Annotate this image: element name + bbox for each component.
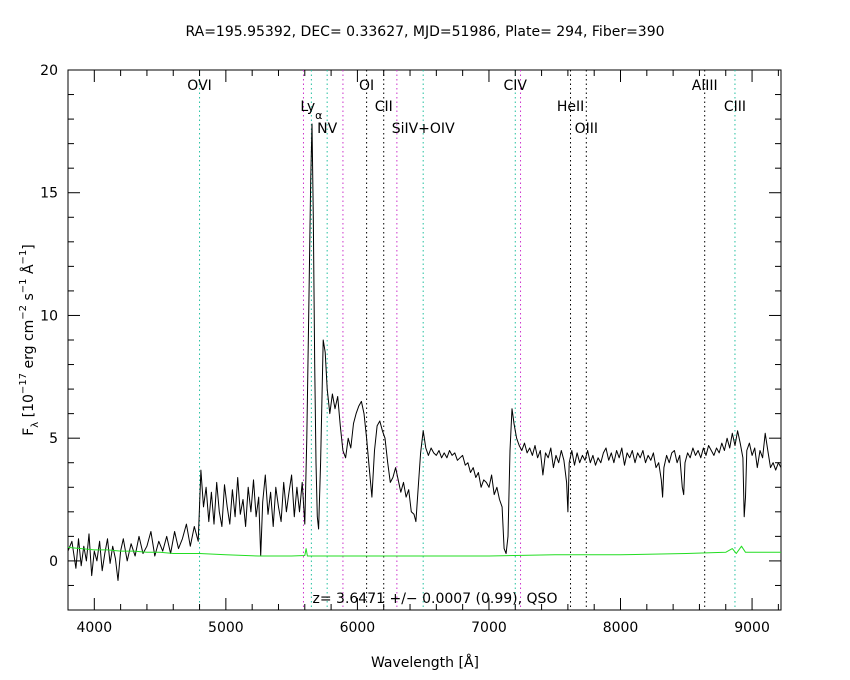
y-label-exp1b: −1 [18, 250, 29, 265]
x-tick-label-0: 4000 [76, 620, 112, 636]
plot-area: 4000 5000 6000 7000 8000 9000 0 5 10 15 20 OVI LyαN… [40, 63, 782, 636]
feature-label-ciii: CIII [724, 99, 746, 115]
redshift-annotation: z= 3.6471 +/− 0.0007 (0.99), QSO [313, 591, 558, 607]
x-tick-label-1: 5000 [208, 620, 244, 636]
y-tick-label-2: 10 [40, 308, 58, 324]
feature-label-oi: OI [359, 78, 374, 94]
feature-label-nv: NV [317, 121, 337, 137]
x-tick-label-4: 8000 [603, 620, 639, 636]
x-tick-label-3: 7000 [471, 620, 507, 636]
series-line-1 [67, 545, 781, 557]
y-label-exp1a: −1 [18, 278, 29, 293]
y-label-part2: erg cm [21, 320, 37, 373]
y-label-part5: ] [21, 244, 37, 249]
feature-label-siiv-oiv: SiIV+OIV [392, 121, 455, 137]
y-label-part4: Å [20, 264, 37, 278]
y-label-exp2: −2 [18, 305, 29, 320]
axis-ticks: 4000 5000 6000 7000 8000 9000 0 5 10 15 20 [40, 63, 781, 636]
x-tick-label-5: 9000 [734, 620, 770, 636]
feature-label-ovi: OVI [187, 78, 211, 94]
y-tick-label-1: 5 [49, 431, 58, 447]
y-label-flux: F [21, 428, 37, 436]
y-label-exp17: −17 [18, 373, 29, 394]
plot-frame [67, 69, 782, 611]
series-layer [67, 123, 782, 581]
y-label-part1: [10 [21, 394, 37, 422]
y-tick-label-3: 15 [40, 186, 58, 202]
chart-title: RA=195.95392, DEC= 0.33627, MJD=51986, P… [185, 24, 664, 40]
x-axis-label: Wavelength [Å] [371, 654, 479, 671]
feature-label-civ: CIV [504, 78, 528, 94]
y-axis-label: Fλ [10−17 erg cm−2 s−1 Å−1] [18, 244, 41, 436]
feature-label-heii: HeII [557, 99, 584, 115]
x-tick-label-2: 6000 [340, 620, 376, 636]
y-label-part3: s [21, 293, 37, 305]
y-label-lambda: λ [30, 422, 41, 428]
feature-lines [199, 70, 736, 610]
feature-label-aliii: AlIII [692, 78, 718, 94]
y-tick-label-4: 20 [40, 63, 58, 79]
feature-label-oiii: OIII [575, 121, 598, 137]
feature-label-cii: CII [375, 99, 393, 115]
feature-label-ly: Lyα [300, 99, 322, 122]
series-line-0 [67, 123, 782, 581]
y-tick-label-0: 0 [49, 554, 58, 570]
